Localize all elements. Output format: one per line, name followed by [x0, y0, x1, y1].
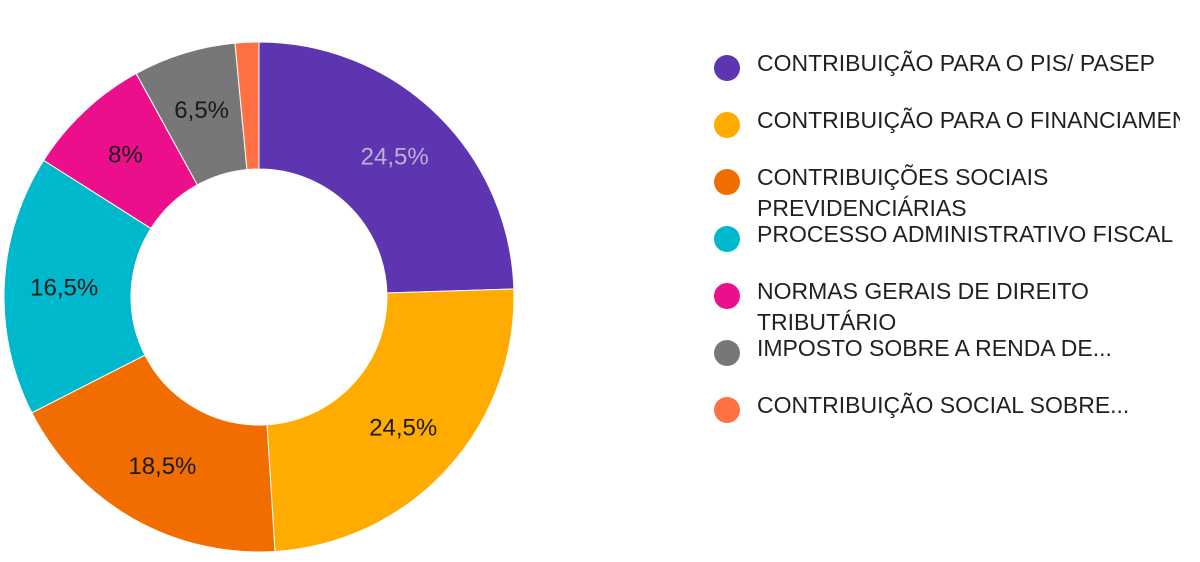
legend-item-7[interactable]: CONTRIBUIÇÃO SOCIAL SOBRE...: [710, 390, 1180, 447]
slice-7: [234, 41, 260, 171]
slice-3: [31, 354, 276, 553]
legend-label: CONTRIBUIÇÃO PARA O PIS/ PASEP: [757, 50, 1155, 76]
legend-item-3[interactable]: CONTRIBUIÇÕES SOCIAIS PREVIDENCIÁRIAS: [710, 162, 1180, 221]
slice-labels-group: 24,5% 24,5% 18,5% 16,5% 8% 6,5%: [30, 97, 437, 480]
legend-label: CONTRIBUIÇÕES SOCIAIS PREVIDENCIÁRIAS: [757, 164, 1049, 221]
slices-group: [3, 41, 515, 553]
legend-item-6[interactable]: IMPOSTO SOBRE A RENDA DE...: [710, 333, 1180, 390]
slice-label-2: 24,5%: [369, 415, 437, 442]
slice-label-6: 6,5%: [174, 97, 229, 124]
legend-swatch-icon: [714, 112, 740, 138]
legend-label: CONTRIBUIÇÃO SOCIAL SOBRE...: [757, 392, 1130, 418]
slice-label-5: 8%: [108, 141, 143, 168]
legend-label: PROCESSO ADMINISTRATIVO FISCAL: [757, 221, 1174, 247]
legend-swatch-icon: [714, 397, 740, 423]
slice-4: [3, 159, 152, 414]
legend-swatch-icon: [714, 283, 740, 309]
legend-swatch-icon: [714, 226, 740, 252]
legend-swatch-icon: [714, 340, 740, 366]
legend-item-2[interactable]: CONTRIBUIÇÃO PARA O FINANCIAMENTO DA SEG…: [710, 105, 1180, 162]
slice-label-3: 18,5%: [128, 453, 196, 480]
legend-item-4[interactable]: PROCESSO ADMINISTRATIVO FISCAL: [710, 219, 1180, 276]
legend: CONTRIBUIÇÃO PARA O PIS/ PASEP CONTRIBUIÇ…: [710, 48, 1180, 447]
legend-swatch-icon: [714, 55, 740, 81]
slice-label-4: 16,5%: [30, 274, 98, 301]
slice-label-1: 24,5%: [361, 143, 429, 170]
legend-label: IMPOSTO SOBRE A RENDA DE...: [757, 335, 1112, 361]
slice-2: [266, 288, 515, 553]
legend-swatch-icon: [714, 169, 740, 195]
legend-item-1[interactable]: CONTRIBUIÇÃO PARA O PIS/ PASEP: [710, 48, 1180, 105]
slice-1: [258, 41, 515, 294]
donut-svg: 24,5% 24,5% 18,5% 16,5% 8% 6,5%: [3, 41, 515, 553]
legend-item-5[interactable]: NORMAS GERAIS DE DIREITO TRIBUTÁRIO: [710, 276, 1180, 335]
legend-label: CONTRIBUIÇÃO PARA O FINANCIAMENTO DA SEG…: [757, 107, 1180, 133]
legend-label: NORMAS GERAIS DE DIREITO TRIBUTÁRIO: [757, 278, 1089, 335]
